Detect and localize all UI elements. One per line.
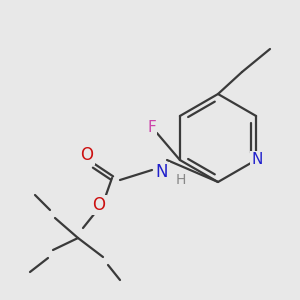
Text: N: N [251,152,263,167]
Text: H: H [176,173,186,187]
Text: N: N [156,163,168,181]
Text: F: F [148,121,156,136]
Text: O: O [80,146,94,164]
Text: O: O [92,196,106,214]
